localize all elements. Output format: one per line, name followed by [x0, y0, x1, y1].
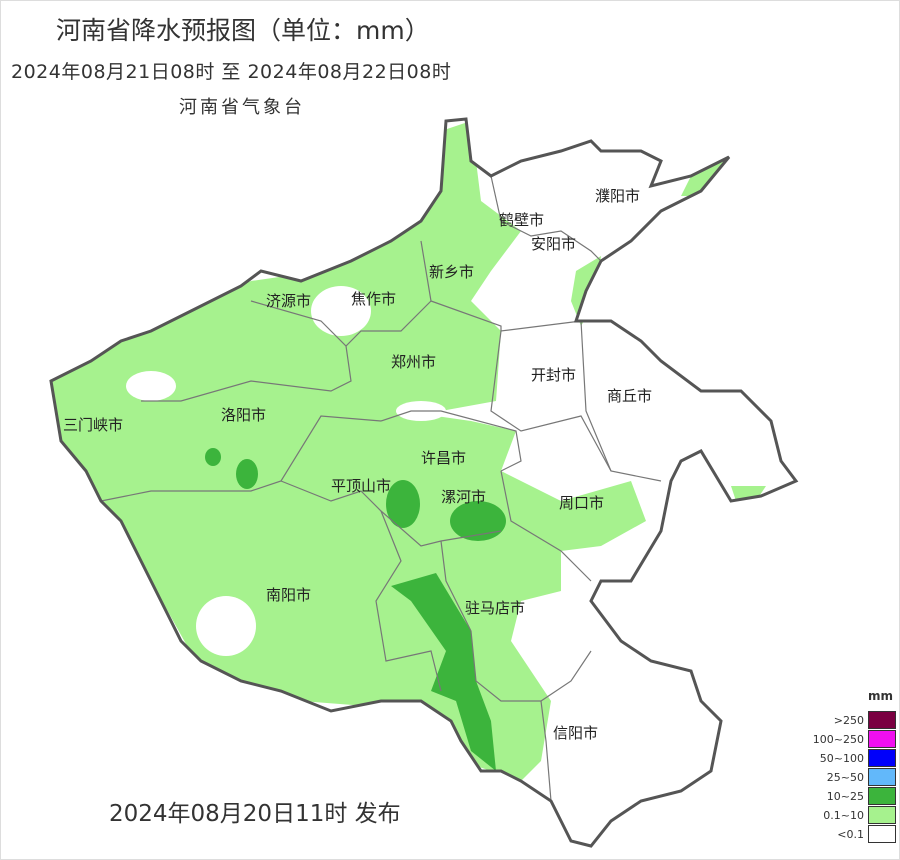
- legend-item: 0.1~10: [816, 806, 896, 825]
- city-label: 开封市: [531, 366, 576, 384]
- map-title: 河南省降水预报图（单位：mm）: [56, 16, 430, 45]
- legend-swatch: [868, 730, 896, 748]
- city-label: 周口市: [559, 494, 604, 512]
- city-label: 鹤壁市: [499, 211, 544, 229]
- legend-label: 10~25: [826, 790, 864, 803]
- forecast-period: 2024年08月21日08时 至 2024年08月22日08时: [11, 61, 452, 83]
- legend-swatch: [868, 711, 896, 729]
- legend-swatch: [868, 806, 896, 824]
- legend-item: 50~100: [816, 749, 896, 768]
- legend-item: 25~50: [816, 768, 896, 787]
- city-label: 安阳市: [531, 235, 576, 253]
- legend-swatch: [868, 768, 896, 786]
- legend-label: <0.1: [837, 828, 864, 841]
- city-label: 洛阳市: [221, 406, 266, 424]
- moderate-rain-area: [450, 501, 506, 541]
- legend-swatch: [868, 749, 896, 767]
- no-rain-area: [126, 371, 176, 401]
- legend-unit: mm: [868, 689, 894, 703]
- legend-swatch: [868, 787, 896, 805]
- city-labels: 濮阳市 鹤壁市 安阳市 新乡市 济源市 焦作市 郑州市 开封市 商丘市 三门峡市…: [63, 187, 652, 742]
- city-label: 许昌市: [421, 449, 466, 467]
- legend-label: 100~250: [812, 733, 864, 746]
- issue-time: 2024年08月20日11时 发布: [109, 801, 401, 827]
- city-label: 焦作市: [351, 290, 396, 308]
- legend-label: 50~100: [819, 752, 864, 765]
- legend-label: 25~50: [826, 771, 864, 784]
- city-label: 新乡市: [429, 263, 474, 281]
- moderate-rain-area: [386, 480, 420, 528]
- legend-item: 10~25: [816, 787, 896, 806]
- city-label: 平顶山市: [331, 477, 391, 495]
- city-label: 南阳市: [266, 586, 311, 604]
- city-label: 濮阳市: [595, 187, 640, 205]
- legend-label: >250: [833, 714, 864, 727]
- city-label: 三门峡市: [63, 416, 123, 434]
- city-label: 济源市: [266, 292, 311, 310]
- city-label: 信阳市: [553, 724, 598, 742]
- legend-swatch: [868, 825, 896, 843]
- legend-item: <0.1: [816, 825, 896, 844]
- city-label: 商丘市: [607, 387, 652, 405]
- agency-name: 河南省气象台: [179, 97, 305, 118]
- light-rain-area: [51, 121, 646, 781]
- moderate-rain-area: [391, 573, 496, 771]
- legend-item: 100~250: [812, 730, 896, 749]
- city-label: 漯河市: [441, 488, 486, 506]
- city-boundaries: [100, 175, 662, 802]
- moderate-rain-area: [236, 459, 258, 489]
- light-rain-area: [681, 156, 731, 196]
- city-label: 郑州市: [391, 353, 436, 371]
- no-rain-area: [311, 286, 371, 336]
- moderate-rain-area: [205, 448, 221, 466]
- legend-item: >250: [816, 711, 896, 730]
- city-label: 驻马店市: [465, 599, 525, 617]
- legend-label: 0.1~10: [823, 809, 864, 822]
- no-rain-area: [196, 596, 256, 656]
